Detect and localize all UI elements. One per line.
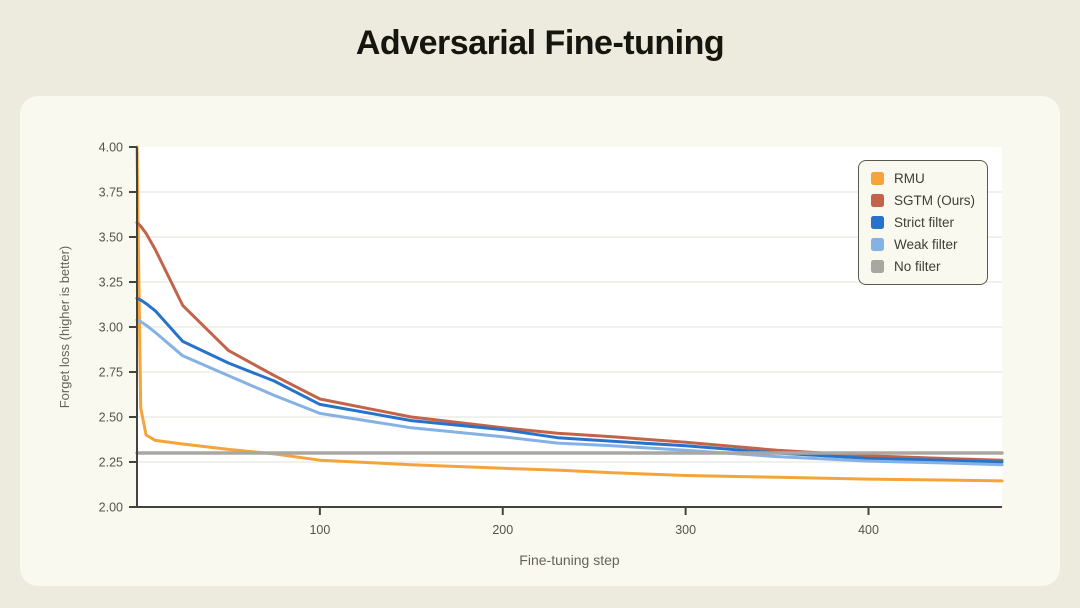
svg-text:2.25: 2.25 xyxy=(99,455,123,469)
x-axis-title: Fine-tuning step xyxy=(519,552,620,568)
svg-text:3.00: 3.00 xyxy=(99,320,123,334)
svg-text:300: 300 xyxy=(675,523,696,537)
legend-item-label: SGTM (Ours) xyxy=(894,193,975,208)
svg-text:100: 100 xyxy=(309,523,330,537)
legend-color-swatch xyxy=(871,194,884,207)
legend-item: RMU xyxy=(871,171,975,186)
legend-item-label: RMU xyxy=(894,171,925,186)
legend-color-swatch xyxy=(871,216,884,229)
legend-item: Weak filter xyxy=(871,237,975,252)
svg-text:3.75: 3.75 xyxy=(99,185,123,199)
svg-text:2.50: 2.50 xyxy=(99,410,123,424)
legend-item-label: Weak filter xyxy=(894,237,958,252)
legend-item-label: Strict filter xyxy=(894,215,955,230)
legend-item: SGTM (Ours) xyxy=(871,193,975,208)
legend-color-swatch xyxy=(871,260,884,273)
legend: RMU SGTM (Ours) Strict filter Weak filte… xyxy=(858,160,988,285)
svg-text:2.00: 2.00 xyxy=(99,500,123,514)
legend-item: Strict filter xyxy=(871,215,975,230)
svg-text:200: 200 xyxy=(492,523,513,537)
svg-text:2.75: 2.75 xyxy=(99,365,123,379)
svg-text:4.00: 4.00 xyxy=(99,140,123,154)
svg-text:3.25: 3.25 xyxy=(99,275,123,289)
y-axis-title: Forget loss (higher is better) xyxy=(57,245,72,409)
svg-text:3.50: 3.50 xyxy=(99,230,123,244)
legend-color-swatch xyxy=(871,238,884,251)
legend-color-swatch xyxy=(871,172,884,185)
page-title: Adversarial Fine-tuning xyxy=(355,24,725,62)
legend-item: No filter xyxy=(871,259,975,274)
legend-item-label: No filter xyxy=(894,259,941,274)
svg-text:400: 400 xyxy=(858,523,879,537)
